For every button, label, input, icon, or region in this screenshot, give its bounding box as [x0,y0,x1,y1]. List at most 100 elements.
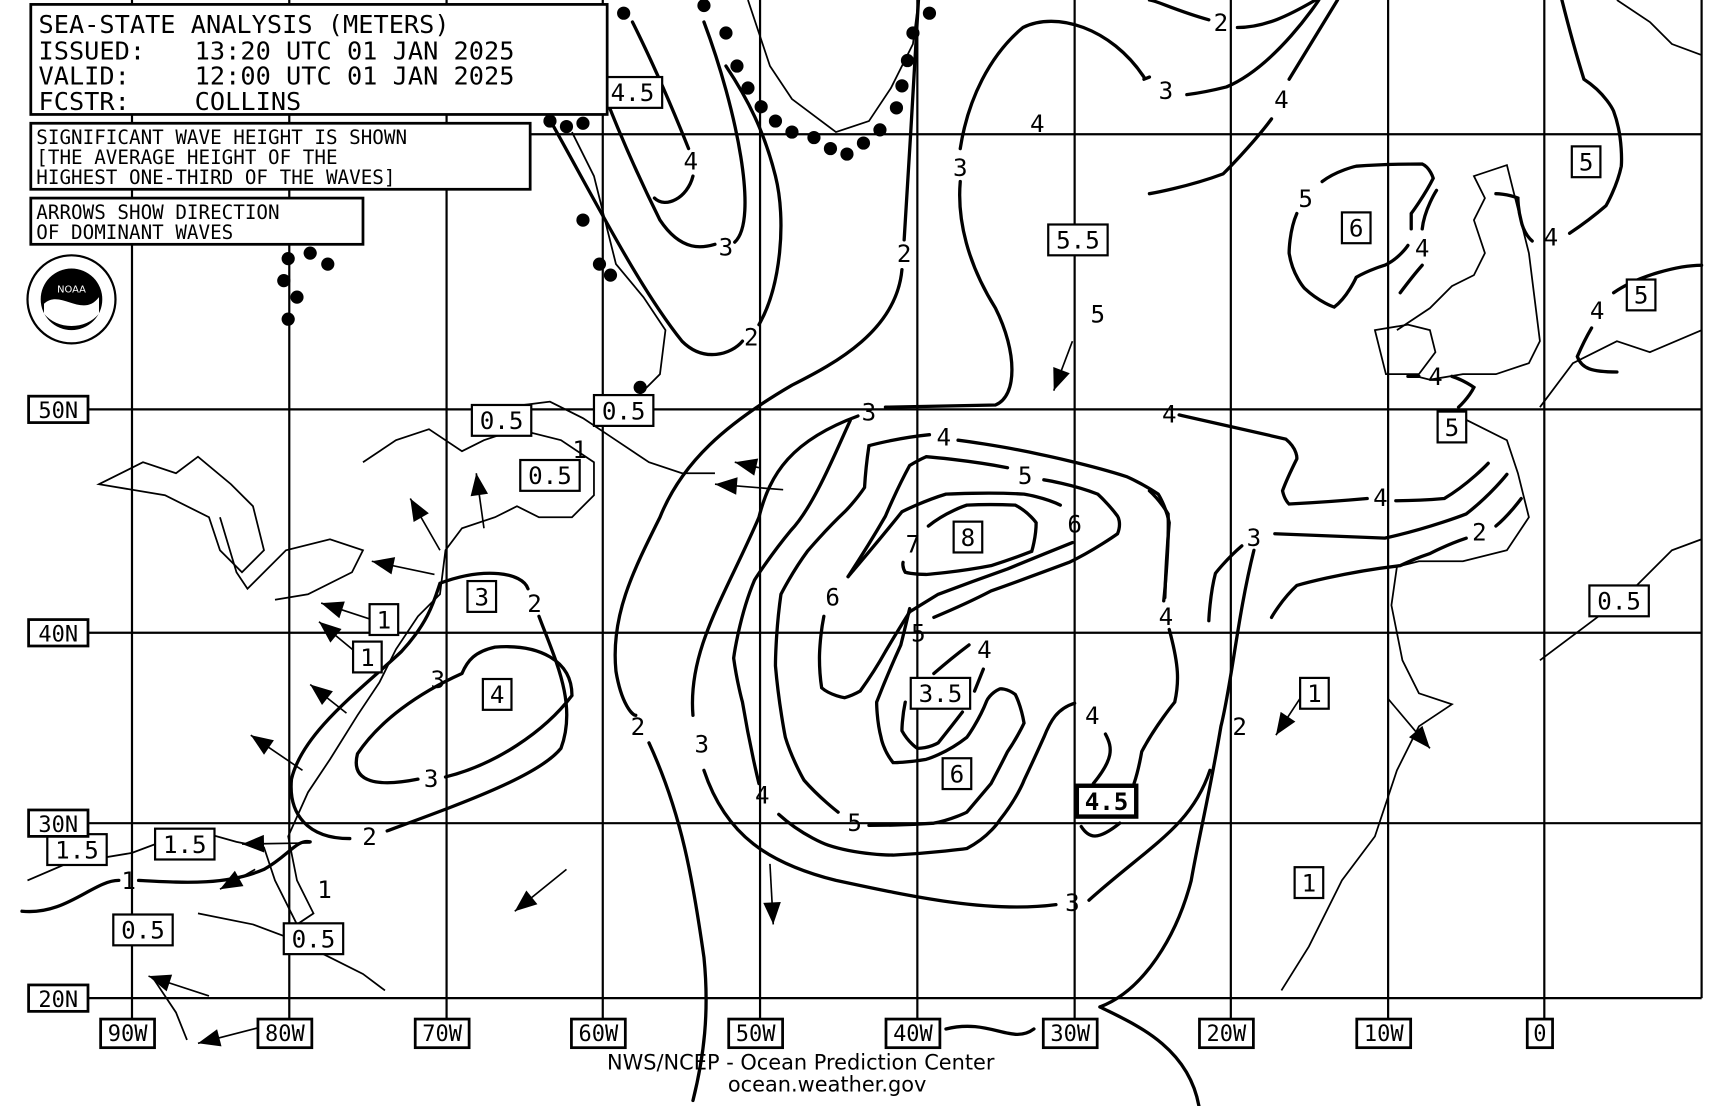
coastline [153,978,188,1041]
ice-edge-dot [922,6,937,20]
ice-edge-dot [889,101,904,115]
ice-edge-dot [321,257,335,271]
boxed-value: 4.5 [611,79,655,107]
wave-height-contour [731,418,1180,857]
boxed-wave-height: 5 [1436,410,1468,444]
longitude-label-text: 90W [108,1022,148,1047]
contour-label: 4 [1162,401,1177,429]
arrowhead-icon [241,834,265,853]
note-line: OF DOMINANT WAVES [36,221,233,244]
arrowhead-icon [250,735,274,755]
arrowhead-icon [1409,725,1430,749]
arrowhead-icon [197,1029,222,1047]
contour-label: 3 [430,666,445,694]
coastline [27,428,595,926]
boxed-value: 1.5 [163,831,207,859]
contour-label: 4 [755,781,770,809]
arrowhead-icon [148,974,173,992]
wave-height-contour [1207,544,1244,623]
wave-height-contour [1087,768,1212,902]
latitude-label-text: 40N [38,623,78,648]
ice-edge-dot [856,136,871,150]
ice-edge-dot [303,246,317,260]
ice-edge-dot [840,147,854,161]
contour-label: 7 [906,530,921,558]
boxed-value: 1 [1302,869,1317,897]
contour-label: 5 [1298,185,1313,213]
coastline [747,0,920,134]
latitude-label: 40N [27,618,90,648]
wave-direction-arrow [714,477,784,495]
longitude-label-text: 40W [893,1022,933,1047]
contour-label: 4 [1085,702,1100,730]
wave-direction-arrow [409,498,441,551]
noaa-logo-text: NOAA [57,285,86,296]
ice-edge-dot [741,81,755,95]
contour-label: 4 [1373,484,1388,512]
boxed-value: 1 [360,644,375,672]
arrowhead-icon [371,557,396,575]
longitude-labels: 90W 80W 70W 60W 50W 40W 30W 20W 10W 0 [99,1017,1554,1050]
longitude-label: 50W [727,1017,784,1050]
arrowhead-icon [1275,711,1296,736]
wave-direction-arrow [148,974,210,997]
longitude-label-text: 30W [1050,1022,1090,1047]
contour-label: 2 [1472,518,1487,546]
ice-edge-dot [754,100,768,114]
wave-height-contour [1177,413,1490,506]
contour-label: 2 [362,823,377,851]
ice-edge-dot [719,26,733,40]
contour-label: 5 [847,809,862,837]
contour-label: 4 [683,147,698,175]
contour-label: 2 [631,713,646,741]
wave-height-contour [901,502,1038,577]
contour-label: 4 [977,636,992,664]
coastline [1396,163,1541,381]
header-box: SEA-STATE ANALYSIS (METERS) ISSUED: 13:2… [29,3,609,116]
contour-label: 3 [719,233,734,261]
contour-label: 3 [1065,889,1080,917]
wave-height-contour [1147,0,1340,196]
note-line: SIGNIFICANT WAVE HEIGHT IS SHOWN [36,126,407,149]
ice-edge-dot [576,116,590,130]
wave-height-contour [846,455,1122,620]
footer-url[interactable]: ocean.weather.gov [728,1073,926,1097]
longitude-label: 20W [1198,1017,1255,1050]
wave-direction-arrow [1387,698,1431,749]
contour-label: 4 [1428,363,1443,391]
coastline [571,131,667,419]
issued-label: ISSUED: [38,36,145,65]
ice-edge-dot [281,252,295,266]
arrowhead-icon [514,890,538,912]
wave-height-contours [20,0,1704,1106]
boxed-value: 5 [1579,149,1594,177]
wave-height-contour [1575,263,1704,374]
boxed-value: 0.5 [528,462,572,490]
boxed-value: 5.5 [1056,227,1100,255]
boxed-wave-height: 4.5 [1074,783,1139,819]
boxed-wave-height: 0.5 [112,913,174,947]
wave-height-contour [690,414,1256,1009]
wave-height-contour [900,643,985,750]
boxed-wave-height: 1.5 [153,827,216,861]
wave-height-contour [354,645,574,785]
longitude-label-text: 50W [736,1022,776,1047]
latitude-label-text: 50N [38,399,78,424]
ice-edge-dot [290,290,304,304]
ice-edge-dot [873,123,887,137]
boxed-value: 0.5 [292,926,336,954]
boxed-wave-height: 1 [351,640,383,674]
coastline [1616,0,1702,56]
longitude-label-text: 80W [265,1022,305,1047]
arrowhead-icon [1053,366,1070,391]
latitude-label-text: 30N [38,813,78,838]
boxed-wave-height: 4.5 [601,75,664,109]
longitude-label: 80W [256,1017,314,1050]
chart-title: SEA-STATE ANALYSIS (METERS) [38,10,449,39]
boxed-value: 1.5 [55,836,99,864]
boxed-value: 3.5 [919,680,963,708]
wave-direction-arrow [219,868,256,890]
boxed-value: 0.5 [121,917,165,945]
ice-edge-dot [592,257,607,271]
